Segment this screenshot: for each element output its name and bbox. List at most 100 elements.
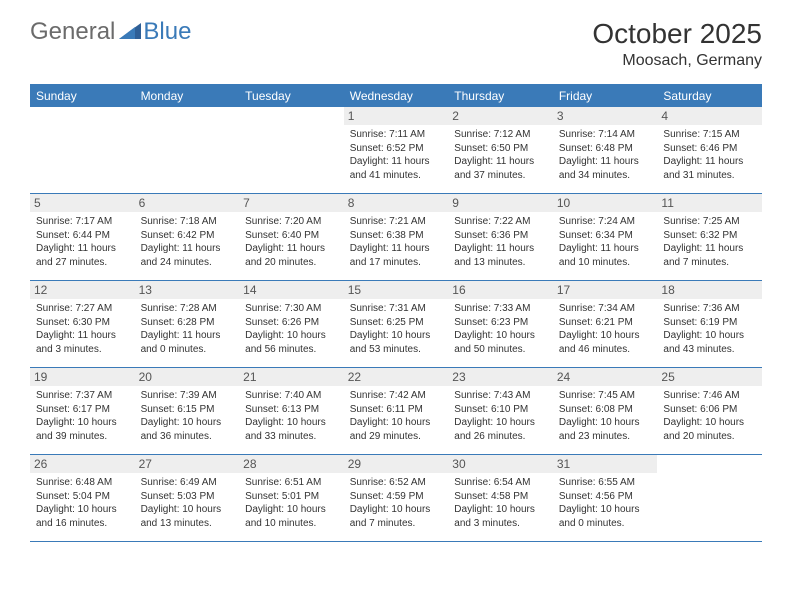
daylight-line2: and 13 minutes. [454, 256, 547, 270]
daylight-line1: Daylight: 10 hours [245, 503, 338, 517]
daylight-line1: Daylight: 10 hours [559, 329, 652, 343]
calendar-cell: 31Sunrise: 6:55 AMSunset: 4:56 PMDayligh… [553, 455, 658, 541]
daylight-line1: Daylight: 10 hours [559, 416, 652, 430]
day-number: 19 [30, 368, 135, 386]
sunset-text: Sunset: 6:36 PM [454, 229, 547, 243]
sunset-text: Sunset: 6:34 PM [559, 229, 652, 243]
daylight-line2: and 33 minutes. [245, 430, 338, 444]
day-header-row: Sunday Monday Tuesday Wednesday Thursday… [30, 85, 762, 107]
sunset-text: Sunset: 6:23 PM [454, 316, 547, 330]
day-number: 22 [344, 368, 449, 386]
day-number: 1 [344, 107, 449, 125]
day-number: 18 [657, 281, 762, 299]
day-number: 9 [448, 194, 553, 212]
daylight-line2: and 7 minutes. [350, 517, 443, 531]
sunset-text: Sunset: 6:32 PM [663, 229, 756, 243]
sunset-text: Sunset: 6:38 PM [350, 229, 443, 243]
daylight-line1: Daylight: 10 hours [454, 329, 547, 343]
day-number: 4 [657, 107, 762, 125]
dayname-saturday: Saturday [657, 85, 762, 107]
daylight-line1: Daylight: 11 hours [36, 329, 129, 343]
sunrise-text: Sunrise: 6:54 AM [454, 476, 547, 490]
sunrise-text: Sunrise: 6:48 AM [36, 476, 129, 490]
daylight-line2: and 39 minutes. [36, 430, 129, 444]
day-number: 14 [239, 281, 344, 299]
dayname-tuesday: Tuesday [239, 85, 344, 107]
sunset-text: Sunset: 6:48 PM [559, 142, 652, 156]
calendar-cell: 10Sunrise: 7:24 AMSunset: 6:34 PMDayligh… [553, 194, 658, 280]
sunset-text: Sunset: 6:21 PM [559, 316, 652, 330]
daylight-line1: Daylight: 10 hours [350, 416, 443, 430]
sunset-text: Sunset: 6:10 PM [454, 403, 547, 417]
day-number: 30 [448, 455, 553, 473]
day-number: 23 [448, 368, 553, 386]
calendar-cell: 15Sunrise: 7:31 AMSunset: 6:25 PMDayligh… [344, 281, 449, 367]
dayname-sunday: Sunday [30, 85, 135, 107]
calendar-cell: 26Sunrise: 6:48 AMSunset: 5:04 PMDayligh… [30, 455, 135, 541]
daylight-line2: and 3 minutes. [36, 343, 129, 357]
daylight-line1: Daylight: 11 hours [454, 155, 547, 169]
sunset-text: Sunset: 4:56 PM [559, 490, 652, 504]
sunrise-text: Sunrise: 7:17 AM [36, 215, 129, 229]
calendar-cell: 5 Sunrise: 7:17 AMSunset: 6:44 PMDaylight… [30, 194, 135, 280]
day-number: 2 [448, 107, 553, 125]
sunrise-text: Sunrise: 7:21 AM [350, 215, 443, 229]
day-number: 17 [553, 281, 658, 299]
week-row: 12Sunrise: 7:27 AMSunset: 6:30 PMDayligh… [30, 281, 762, 368]
day-number: 28 [239, 455, 344, 473]
sunset-text: Sunset: 6:44 PM [36, 229, 129, 243]
day-number: 24 [553, 368, 658, 386]
daylight-line2: and 23 minutes. [559, 430, 652, 444]
calendar-cell: 16Sunrise: 7:33 AMSunset: 6:23 PMDayligh… [448, 281, 553, 367]
calendar-cell: 27Sunrise: 6:49 AMSunset: 5:03 PMDayligh… [135, 455, 240, 541]
day-number: 31 [553, 455, 658, 473]
sunrise-text: Sunrise: 7:28 AM [141, 302, 234, 316]
month-title: October 2025 [592, 18, 762, 50]
daylight-line1: Daylight: 11 hours [559, 242, 652, 256]
location-label: Moosach, Germany [592, 52, 762, 70]
calendar-cell: 21Sunrise: 7:40 AMSunset: 6:13 PMDayligh… [239, 368, 344, 454]
logo-triangle-icon [119, 21, 141, 44]
logo: General Blue [30, 18, 191, 46]
day-number: 8 [344, 194, 449, 212]
header: General Blue October 2025 Moosach, Germa… [0, 0, 792, 78]
daylight-line1: Daylight: 10 hours [141, 503, 234, 517]
daylight-line1: Daylight: 10 hours [454, 503, 547, 517]
day-number: 10 [553, 194, 658, 212]
daylight-line2: and 24 minutes. [141, 256, 234, 270]
daylight-line2: and 41 minutes. [350, 169, 443, 183]
title-block: October 2025 Moosach, Germany [592, 18, 762, 70]
daylight-line2: and 20 minutes. [663, 430, 756, 444]
daylight-line1: Daylight: 11 hours [559, 155, 652, 169]
daylight-line1: Daylight: 10 hours [454, 416, 547, 430]
daylight-line1: Daylight: 11 hours [36, 242, 129, 256]
day-number: 26 [30, 455, 135, 473]
calendar-cell: 2Sunrise: 7:12 AMSunset: 6:50 PMDaylight… [448, 107, 553, 193]
calendar-cell: 22Sunrise: 7:42 AMSunset: 6:11 PMDayligh… [344, 368, 449, 454]
calendar-cell [657, 455, 762, 541]
daylight-line2: and 13 minutes. [141, 517, 234, 531]
sunrise-text: Sunrise: 7:22 AM [454, 215, 547, 229]
logo-text-general: General [30, 18, 115, 46]
daylight-line1: Daylight: 10 hours [245, 416, 338, 430]
calendar-cell [135, 107, 240, 193]
calendar-cell: 1Sunrise: 7:11 AMSunset: 6:52 PMDaylight… [344, 107, 449, 193]
sunset-text: Sunset: 6:50 PM [454, 142, 547, 156]
sunrise-text: Sunrise: 7:43 AM [454, 389, 547, 403]
day-number: 7 [239, 194, 344, 212]
sunrise-text: Sunrise: 7:33 AM [454, 302, 547, 316]
daylight-line2: and 29 minutes. [350, 430, 443, 444]
sunrise-text: Sunrise: 6:52 AM [350, 476, 443, 490]
day-number: 27 [135, 455, 240, 473]
daylight-line2: and 10 minutes. [245, 517, 338, 531]
daylight-line2: and 53 minutes. [350, 343, 443, 357]
daylight-line1: Daylight: 11 hours [350, 242, 443, 256]
sunrise-text: Sunrise: 7:34 AM [559, 302, 652, 316]
sunrise-text: Sunrise: 7:20 AM [245, 215, 338, 229]
day-number: 5 [30, 194, 135, 212]
calendar-cell: 23 Sunrise: 7:43 AMSunset: 6:10 PMDayligh… [448, 368, 553, 454]
day-number: 11 [657, 194, 762, 212]
daylight-line1: Daylight: 10 hours [663, 329, 756, 343]
sunset-text: Sunset: 6:19 PM [663, 316, 756, 330]
sunset-text: Sunset: 4:58 PM [454, 490, 547, 504]
